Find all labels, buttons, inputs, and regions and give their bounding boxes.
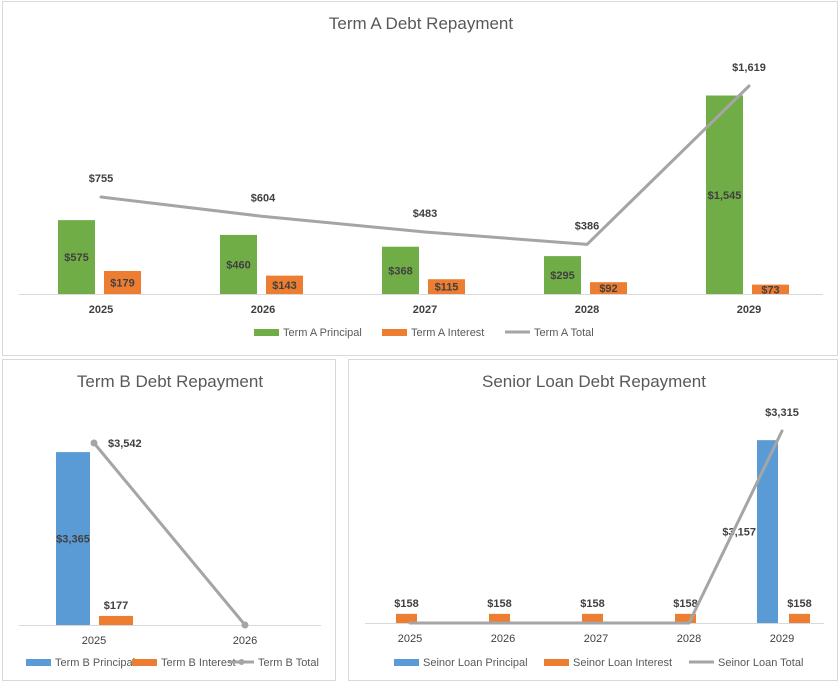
interest-bar [590, 282, 627, 294]
principal-bar [382, 246, 419, 294]
legend-label: Seinor Loan Interest [573, 657, 672, 669]
interest-bar [428, 279, 465, 294]
legend-swatch [382, 329, 407, 336]
interest-data-label: $73 [761, 284, 779, 296]
legend-label: Term B Total [258, 657, 319, 669]
principal-bar [58, 220, 95, 294]
chart-title: Senior Loan Debt Repayment [482, 372, 706, 391]
term-a-chart-svg: Term A Debt Repayment $575 $179 $460 $143 $36… [19, 14, 823, 339]
legend-label: Term A Interest [411, 327, 484, 339]
interest-data-label: $177 [104, 600, 128, 612]
total-point [90, 439, 98, 447]
total-data-label: $755 [89, 173, 113, 185]
principal-data-label: $1,545 [708, 190, 742, 202]
interest-bar [104, 271, 141, 294]
interest-data-label: $158 [394, 598, 418, 610]
interest-bar [396, 613, 417, 623]
legend-label: Term A Total [534, 327, 594, 339]
legend-label: Term A Principal [283, 327, 362, 339]
term-a-chart: Term A Debt Repayment $575 $179 $460 $143 $36… [2, 1, 838, 356]
principal-data-label: $3,365 [56, 534, 90, 546]
total-line [92, 441, 247, 627]
x-tick-label: 2026 [233, 635, 257, 647]
legend-swatch [254, 329, 279, 336]
legend-swatch [26, 659, 51, 666]
interest-data-label: $179 [110, 278, 134, 290]
x-tick-label: 2027 [584, 633, 608, 645]
principal-bar [220, 234, 257, 294]
x-tick-label: 2025 [89, 304, 113, 316]
interest-data-label: $158 [673, 598, 697, 610]
total-data-label: $483 [413, 208, 437, 220]
x-tick-label: 2029 [770, 633, 794, 645]
chart-title: Term B Debt Repayment [77, 372, 263, 391]
interest-bar [582, 613, 603, 623]
total-data-label: $386 [575, 220, 599, 232]
interest-data-label: $115 [435, 282, 459, 294]
principal-bar [544, 256, 581, 294]
interest-bar [489, 613, 510, 623]
interest-bar [675, 613, 696, 623]
interest-data-label: $92 [599, 283, 617, 295]
principal-data-label: $460 [226, 259, 250, 271]
interest-bar [789, 613, 810, 623]
total-line [99, 84, 751, 246]
x-tick-label: 2026 [251, 304, 275, 316]
interest-bar [752, 284, 789, 294]
x-tick-label: 2029 [737, 304, 761, 316]
principal-bar [757, 440, 778, 623]
term-b-chart: Term B Debt Repayment $3,365 $177 $3,542 202… [2, 359, 336, 681]
x-tick-label: 2028 [677, 633, 701, 645]
x-tick-label: 2025 [398, 633, 422, 645]
interest-data-label: $158 [787, 598, 811, 610]
interest-data-label: $158 [580, 598, 604, 610]
total-data-label: $3,315 [765, 407, 799, 419]
legend-swatch [544, 659, 569, 666]
senior-loan-chart-svg: Senior Loan Debt Repayment $158 $158 $158 $1… [365, 372, 824, 669]
total-data-label: $604 [251, 192, 276, 204]
total-line [408, 429, 784, 625]
total-data-label: $3,542 [108, 438, 142, 450]
x-tick-label: 2027 [413, 304, 437, 316]
principal-data-label: $3,157 [722, 527, 756, 539]
x-tick-label: 2026 [491, 633, 515, 645]
chart-title: Term A Debt Repayment [329, 14, 514, 33]
total-data-label: $1,619 [732, 62, 766, 74]
total-point [241, 621, 249, 629]
legend-swatch [132, 659, 157, 666]
interest-data-label: $158 [487, 598, 511, 610]
legend-swatch [394, 659, 419, 666]
senior-loan-chart: Senior Loan Debt Repayment $158 $158 $158 $1… [348, 359, 838, 681]
interest-data-label: $143 [272, 280, 296, 292]
principal-bar [56, 452, 90, 625]
principal-bar [706, 95, 743, 294]
legend-label: Seinor Loan Principal [423, 657, 528, 669]
legend-label: Term B Interest [161, 657, 236, 669]
legend-label: Seinor Loan Total [718, 657, 803, 669]
interest-bar [99, 615, 133, 625]
x-tick-label: 2028 [575, 304, 599, 316]
principal-data-label: $368 [388, 265, 412, 277]
legend-label: Term B Principal [55, 657, 135, 669]
term-b-chart-svg: Term B Debt Repayment $3,365 $177 $3,542 202… [19, 372, 321, 669]
principal-data-label: $575 [64, 252, 88, 264]
principal-data-label: $295 [550, 270, 574, 282]
interest-bar [266, 275, 303, 294]
legend-marker [238, 659, 245, 665]
x-tick-label: 2025 [82, 635, 106, 647]
